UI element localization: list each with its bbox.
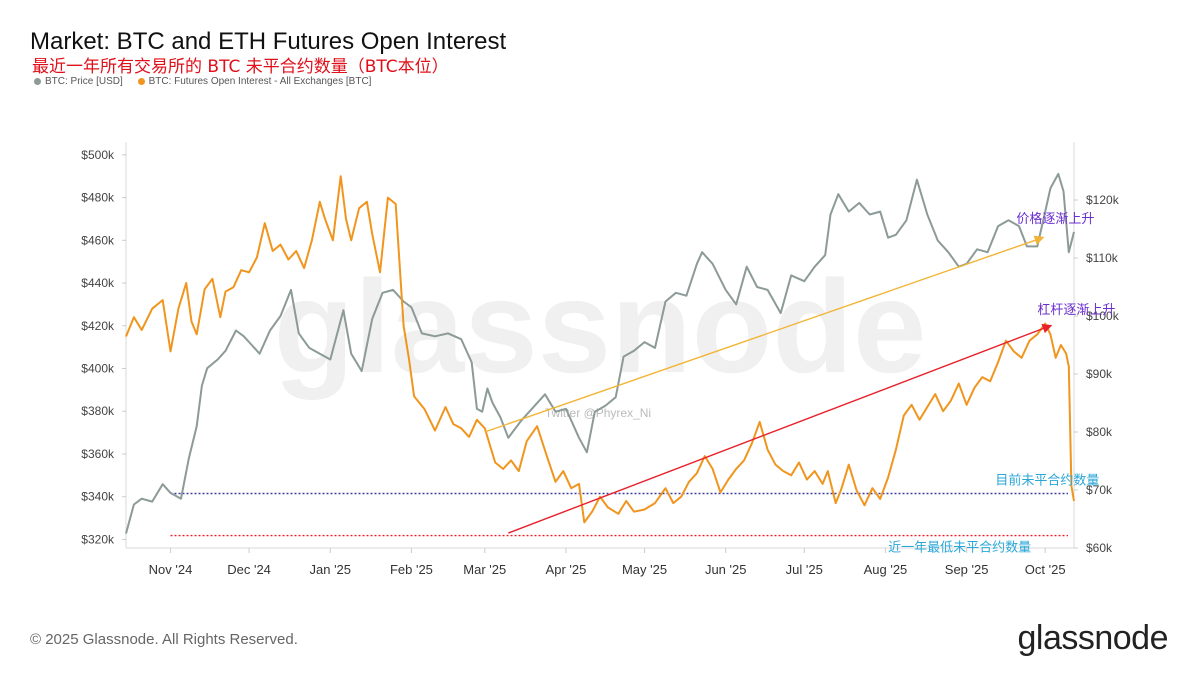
copyright-text: © 2025 Glassnode. All Rights Reserved. (30, 631, 298, 648)
watermark-twitter: Twitter @Phyrex_Ni (545, 406, 651, 420)
y-left-tick-label: $320k (81, 532, 115, 546)
x-tick-label: Feb '25 (390, 562, 433, 577)
x-tick-label: Apr '25 (546, 562, 587, 577)
current-oi-label: 目前未平合约数量 (995, 472, 1099, 488)
oi-trend-arrow (508, 323, 1053, 534)
x-tick-label: Dec '24 (227, 562, 271, 577)
x-tick-label: Jun '25 (705, 562, 747, 577)
y-left-tick-label: $480k (81, 191, 115, 205)
y-left-tick-label: $440k (81, 276, 115, 290)
legend-item-price[interactable]: BTC: Price [USD] (34, 76, 123, 87)
x-tick-label: Aug '25 (864, 562, 908, 577)
legend-label-price: BTC: Price [USD] (45, 76, 123, 87)
y-right-tick-label: $110k (1086, 251, 1119, 265)
legend-dot-price (34, 78, 41, 85)
oi-trend-label: 杠杆逐渐上升 (1037, 302, 1115, 318)
watermark: glassnode Twitter @Phyrex_Ni (274, 253, 927, 420)
y-right-tick-label: $70k (1086, 483, 1113, 497)
x-tick-label: May '25 (622, 562, 667, 577)
y-left-tick-label: $360k (81, 447, 115, 461)
y-left-tick-label: $340k (81, 490, 115, 504)
y-right-tick-label: $60k (1086, 541, 1113, 555)
y-left-tick-label: $500k (81, 148, 115, 162)
x-tick-label: Jul '25 (786, 562, 823, 577)
x-tick-label: Sep '25 (945, 562, 989, 577)
axes: $320k $340k $360k $380k $400k $420k $440k $460k… (81, 142, 1120, 577)
price-trend-label: 价格逐渐上升 (1016, 211, 1094, 227)
y-right-tick-label: $90k (1086, 367, 1113, 381)
y-right-tick-label: $80k (1086, 425, 1113, 439)
y-left-tick-label: $400k (81, 362, 115, 376)
btc-price-line (125, 172, 1075, 534)
legend: BTC: Price [USD] BTC: Futures Open Inter… (34, 76, 383, 88)
x-tick-label: Mar '25 (463, 562, 506, 577)
reference-lines (170, 492, 1068, 537)
glassnode-logo[interactable]: glassnode (1017, 619, 1168, 657)
price-trend-arrow (484, 235, 1045, 433)
y-left-tick-label: $460k (81, 233, 115, 247)
series (125, 172, 1075, 534)
legend-dot-open-interest (137, 78, 145, 85)
y-right-tick-label: $100k (1086, 309, 1120, 323)
legend-item-open-interest[interactable]: BTC: Futures Open Interest - All Exchang… (137, 76, 372, 87)
y-left-tick-label: $380k (81, 404, 115, 418)
y-left-tick-label: $420k (81, 319, 115, 333)
chart-title: Market: BTC and ETH Futures Open Interes… (30, 28, 507, 55)
open-interest-line (125, 175, 1075, 524)
x-tick-label: Jan '25 (310, 562, 352, 577)
x-tick-label: Oct '25 (1025, 562, 1066, 577)
watermark-logo: glassnode (274, 253, 927, 400)
chart-subtitle: 最近一年所有交易所的 BTC 未平合约数量（BTC本位） (32, 57, 449, 77)
x-tick-label: Nov '24 (149, 562, 193, 577)
y-right-tick-label: $120k (1086, 193, 1120, 207)
min-oi-label: 近一年最低未平合约数量 (888, 540, 1031, 555)
legend-label-open-interest: BTC: Futures Open Interest - All Exchang… (148, 76, 372, 87)
